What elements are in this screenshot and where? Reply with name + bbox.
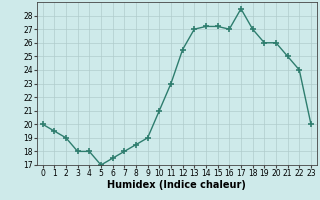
X-axis label: Humidex (Indice chaleur): Humidex (Indice chaleur) bbox=[108, 180, 246, 190]
